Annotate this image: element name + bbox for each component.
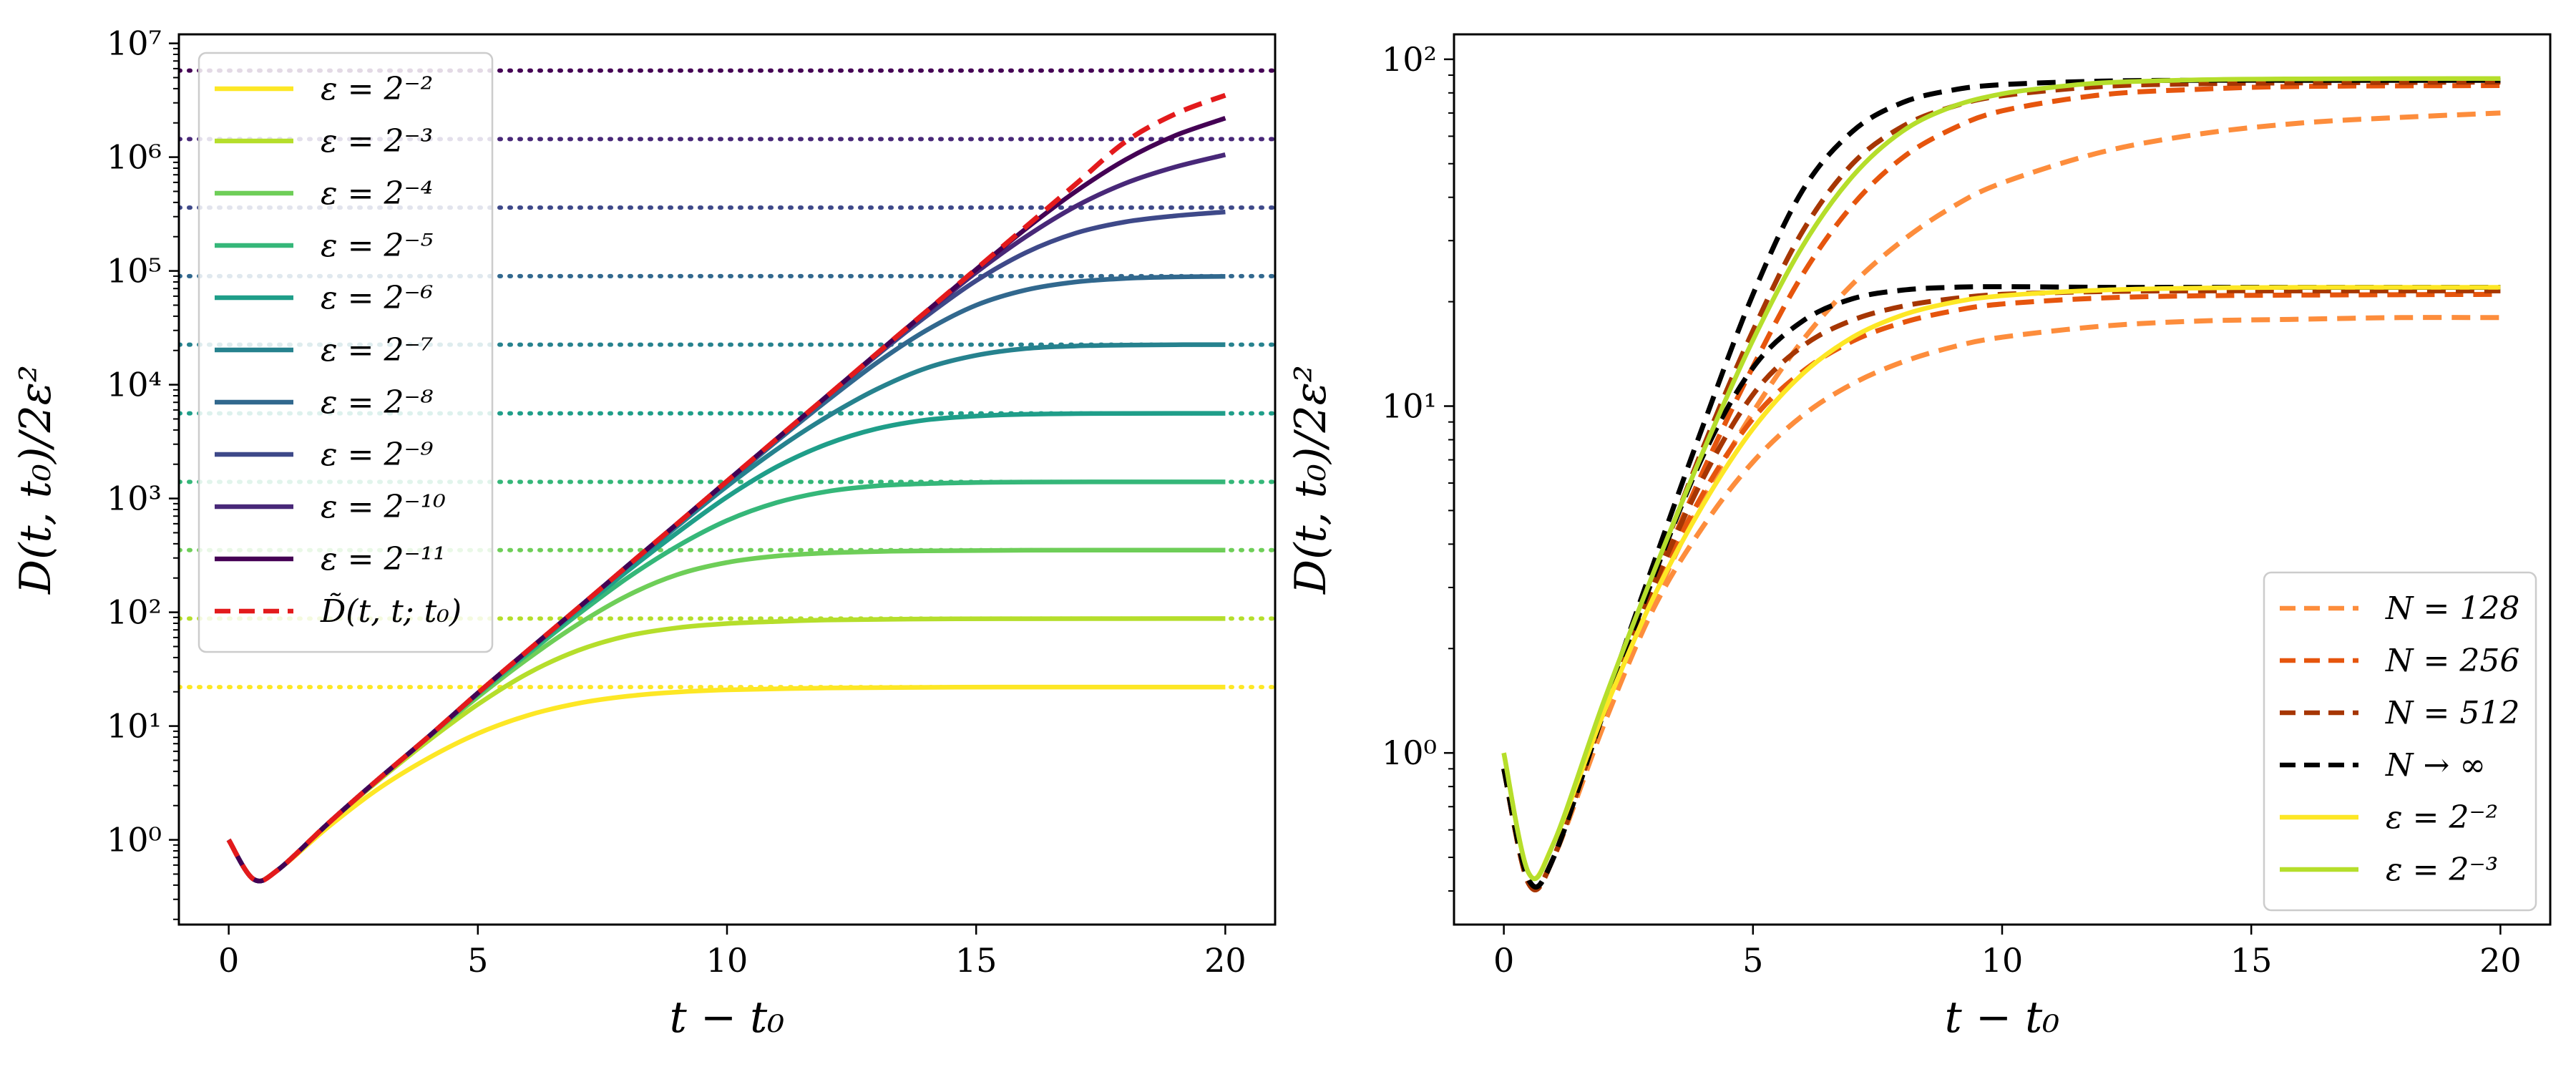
- left-legend-label: ε = 2⁻³: [321, 123, 433, 160]
- left-y-tick-label: 10⁴: [107, 366, 162, 404]
- left-y-tick-label: 10⁷: [107, 24, 162, 63]
- right-legend-label: N = 256: [2385, 643, 2519, 679]
- left-legend-label: ε = 2⁻⁵: [321, 228, 434, 264]
- left-y-tick-label: 10⁵: [107, 252, 162, 291]
- left-legend-label: ε = 2⁻¹¹: [321, 541, 446, 578]
- right-plot-area: [1501, 76, 2501, 892]
- left-y-tick-label: 10¹: [107, 707, 162, 746]
- left-chart-panel: 0 5 10 15 20 10⁰ 10¹ 10² 10³ 10⁴ 10⁵ 10⁶ 10⁷ t − t₀ D(…: [11, 24, 1277, 1043]
- right-legend-label: N = 128: [2385, 590, 2519, 627]
- left-legend-label: ε = 2⁻⁷: [321, 332, 434, 369]
- right-y-tick-label: 10⁰: [1382, 734, 1437, 772]
- right-legend-label: N = 512: [2385, 695, 2519, 731]
- left-x-tick-label: 0: [218, 941, 239, 980]
- right-chart-panel: 0 5 10 15 20 10⁰ 10¹ 10² t − t₀ D(t, t₀)/2ε² N = 1…: [1286, 33, 2552, 1043]
- left-series-line-0: [226, 684, 1226, 884]
- right-series-line-9: [1501, 76, 2501, 882]
- right-series-line-4: [1501, 288, 2501, 892]
- right-y-axis-label: D(t, t₀)/2ε²: [1286, 365, 1336, 595]
- right-legend-label: N → ∞: [2385, 747, 2486, 784]
- left-legend: ε = 2⁻² ε = 2⁻³ ε = 2⁻⁴ ε = 2⁻⁵ ε = 2⁻⁶ ε = 2…: [197, 52, 494, 653]
- right-y-tick-label: 10²: [1382, 40, 1437, 79]
- right-x-tick-label: 10: [1981, 941, 2024, 980]
- right-legend-label: ε = 2⁻³: [2386, 852, 2498, 888]
- left-x-tick-label: 15: [955, 941, 997, 980]
- right-legend-box: [2263, 571, 2537, 912]
- right-x-tick-label: 5: [1742, 941, 1763, 980]
- right-legend: N = 128 N = 256 N = 512 N → ∞ ε = 2⁻² ε = 2⁻³: [2263, 571, 2537, 912]
- right-x-axis-label: t − t₀: [1945, 993, 2060, 1043]
- left-legend-label: ε = 2⁻¹⁰: [321, 489, 446, 525]
- left-legend-label: D̃(t, t; t₀): [320, 592, 462, 630]
- left-x-tick-label: 10: [706, 941, 748, 980]
- left-series-line-10: [226, 92, 1226, 884]
- left-y-tick-label: 10⁶: [107, 138, 162, 177]
- left-y-axis-label: D(t, t₀)/2ε²: [11, 365, 61, 595]
- left-legend-box: [197, 52, 494, 653]
- right-legend-label: ε = 2⁻²: [2386, 799, 2498, 836]
- left-legend-label: ε = 2⁻⁸: [321, 384, 434, 421]
- left-legend-label: ε = 2⁻⁶: [321, 280, 433, 316]
- left-y-tick-label: 10⁰: [107, 821, 162, 859]
- left-x-tick-label: 20: [1204, 941, 1246, 980]
- right-x-tick-label: 20: [2479, 941, 2522, 980]
- right-x-tick-label: 15: [2230, 941, 2273, 980]
- left-legend-label: ε = 2⁻⁹: [321, 437, 434, 473]
- left-series-line-1: [226, 616, 1226, 884]
- left-y-tick-label: 10³: [107, 479, 162, 518]
- right-y-tick-label: 10¹: [1382, 387, 1437, 426]
- left-y-tick-label: 10²: [107, 593, 162, 632]
- left-legend-label: ε = 2⁻²: [321, 71, 433, 107]
- left-x-axis-label: t − t₀: [670, 993, 785, 1043]
- left-x-tick-label: 5: [467, 941, 488, 980]
- right-x-tick-label: 0: [1493, 941, 1514, 980]
- left-legend-label: ε = 2⁻⁴: [321, 175, 433, 212]
